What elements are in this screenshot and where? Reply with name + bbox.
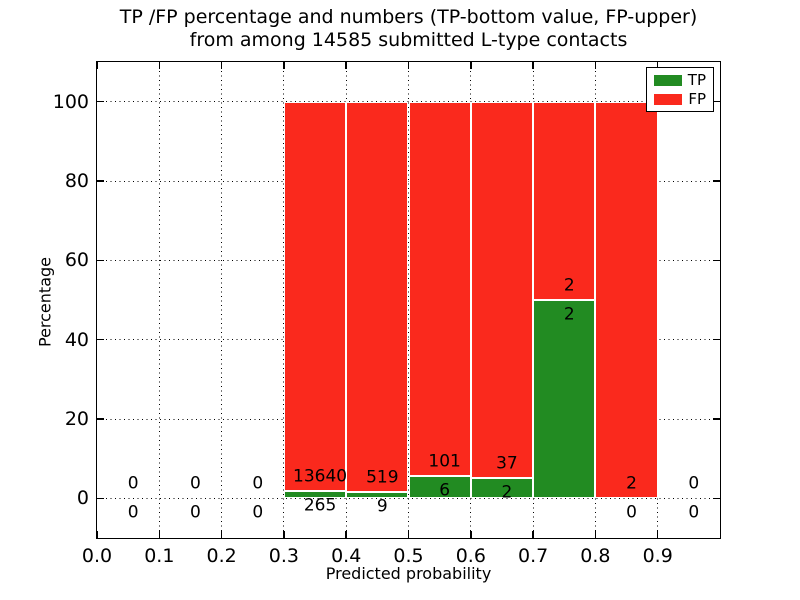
x-tick-mark <box>470 531 472 538</box>
vertical-gridline <box>158 62 160 538</box>
y-tick-mark <box>97 100 104 103</box>
x-tick-mark-top <box>407 62 410 69</box>
tp-count-label: 6 <box>439 480 451 501</box>
x-tick-mark-top <box>283 62 285 69</box>
x-tick-mark-top <box>470 62 472 69</box>
tp-bar-segment <box>470 477 534 499</box>
x-tick-mark <box>532 531 534 538</box>
y-tick-label: 60 <box>64 249 89 272</box>
x-tick-label: 0.0 <box>81 545 113 567</box>
chart-title-line2: from among 14585 submitted L-type contac… <box>189 29 628 51</box>
x-tick-mark <box>283 531 285 538</box>
x-tick-label: 0.6 <box>455 545 486 567</box>
x-tick-label: 0.1 <box>144 545 175 567</box>
legend-row-tp: TP <box>654 71 706 89</box>
y-tick-mark-right <box>713 180 720 182</box>
y-tick-mark-right <box>713 418 720 420</box>
x-tick-mark-top <box>220 62 223 69</box>
fp-count-label: 0 <box>127 473 139 494</box>
x-tick-mark <box>594 531 597 538</box>
y-tick-mark-right <box>713 338 720 341</box>
tp-bar-segment <box>408 476 471 499</box>
x-tick-mark-top <box>656 62 659 69</box>
y-tick-label: 100 <box>52 90 89 113</box>
tp-bar-segment <box>533 300 596 499</box>
fp-bar-segment <box>283 101 347 491</box>
tp-count-label: 9 <box>376 496 388 517</box>
fp-count-label: 2 <box>626 473 637 494</box>
fp-bar-segment <box>533 101 596 300</box>
fp-count-label: 0 <box>252 473 264 494</box>
y-tick-mark <box>97 497 104 500</box>
tp-bar-segment <box>346 491 409 499</box>
x-tick-label: 0.7 <box>517 545 549 567</box>
chart-title-line1: TP /FP percentage and numbers (TP-bottom… <box>119 6 698 28</box>
tp-count-label: 0 <box>252 502 264 523</box>
fp-count-label: 37 <box>496 453 518 474</box>
fp-count-label: 101 <box>428 451 461 472</box>
x-tick-mark-top <box>532 62 534 69</box>
x-tick-mark <box>345 531 347 538</box>
fp-bar-segment <box>346 101 409 492</box>
x-tick-mark-top <box>96 62 98 69</box>
fp-count-label: 2 <box>563 275 575 296</box>
x-tick-mark <box>158 531 161 538</box>
legend-swatch-fp <box>654 93 682 105</box>
x-tick-label: 0.5 <box>393 545 424 567</box>
x-tick-mark-top <box>158 62 161 69</box>
y-tick-mark-right <box>713 100 720 103</box>
y-tick-mark <box>97 418 104 420</box>
legend-swatch-tp <box>654 74 682 86</box>
tp-count-label: 2 <box>501 482 513 503</box>
fp-count-label: 0 <box>190 473 201 494</box>
y-tick-mark <box>97 180 104 182</box>
y-tick-mark-right <box>713 259 720 262</box>
legend: TP FP <box>646 67 714 112</box>
x-tick-mark <box>407 531 410 538</box>
vertical-gridline <box>221 62 223 538</box>
x-tick-mark-top <box>345 62 347 69</box>
tp-count-label: 0 <box>688 502 700 523</box>
tp-count-label: 0 <box>626 502 637 523</box>
x-tick-label: 0.3 <box>268 545 299 567</box>
legend-label-fp: FP <box>688 90 706 108</box>
y-tick-label: 20 <box>64 408 89 430</box>
legend-row-fp: FP <box>654 90 706 108</box>
x-tick-label: 0.4 <box>331 545 362 567</box>
y-tick-label: 80 <box>64 170 89 192</box>
y-tick-label: 0 <box>76 487 89 510</box>
tp-count-label: 0 <box>127 502 139 523</box>
x-tick-label: 0.9 <box>642 545 673 567</box>
fp-count-label: 13640 <box>293 466 348 487</box>
fp-count-label: 0 <box>688 473 700 494</box>
tp-count-label: 265 <box>303 495 337 516</box>
y-tick-label: 40 <box>64 328 89 351</box>
tp-bar-segment <box>283 490 347 499</box>
x-tick-mark-top <box>594 62 597 69</box>
vertical-gridline <box>657 62 659 538</box>
x-tick-label: 0.2 <box>206 545 237 567</box>
x-tick-mark <box>220 531 223 538</box>
fp-bar-segment <box>408 101 471 477</box>
fp-count-label: 519 <box>366 467 399 488</box>
y-tick-mark-right <box>713 497 720 500</box>
y-tick-mark <box>97 338 104 341</box>
fp-bar-segment <box>470 101 534 478</box>
y-tick-mark <box>97 259 104 262</box>
tp-count-label: 2 <box>563 304 575 325</box>
tp-count-label: 0 <box>190 502 201 523</box>
horizontal-gridline <box>97 497 720 499</box>
plot-area: 0 0 0 0 0 0 13640 265 519 9 101 6 37 2 2 2 2 0 0 0 0.0 0.1 0.2… <box>53 62 720 566</box>
x-tick-mark <box>656 531 659 538</box>
fp-bar-segment <box>595 101 658 499</box>
x-axis-label: Predicted probability <box>325 564 492 583</box>
chart-title: TP /FP percentage and numbers (TP-bottom… <box>97 6 720 52</box>
legend-label-tp: TP <box>687 71 706 89</box>
x-tick-mark <box>96 531 98 538</box>
x-tick-label: 0.8 <box>580 545 611 567</box>
